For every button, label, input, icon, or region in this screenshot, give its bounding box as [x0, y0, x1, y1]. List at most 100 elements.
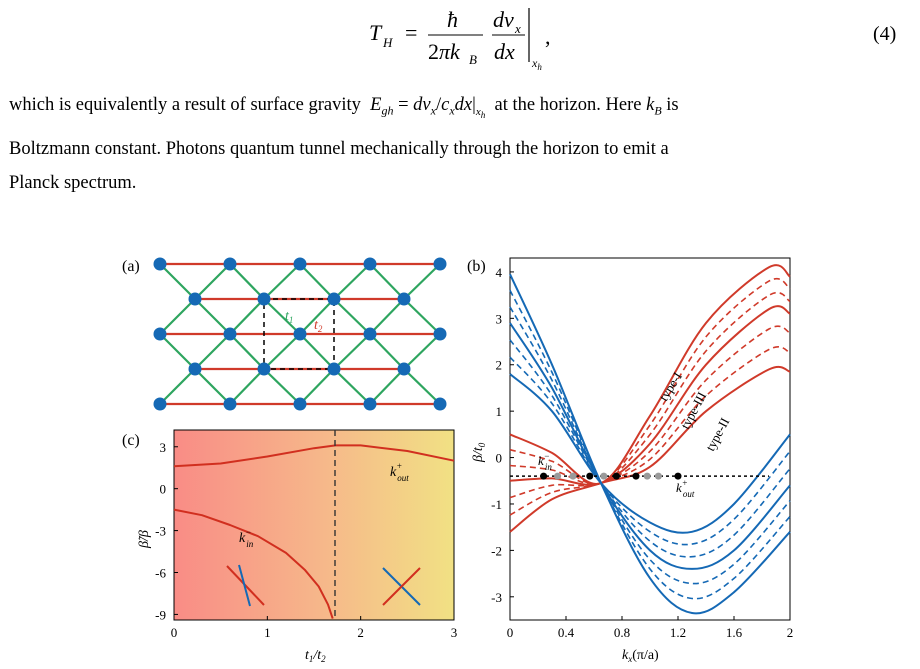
b-xtick-label: 1.6 [726, 625, 743, 640]
crossing-icon-left [226, 564, 265, 607]
panel-b-curves [509, 264, 791, 615]
t1-bond [333, 263, 371, 300]
t1-bond [229, 298, 265, 335]
t1-bond [369, 263, 405, 300]
crossing-icon-right [382, 567, 421, 606]
c-xtick-label: 2 [357, 625, 364, 640]
lattice-site [153, 397, 167, 411]
t1-bond [299, 333, 335, 370]
b-ytick-label: -2 [491, 543, 502, 558]
svg-text:B: B [469, 52, 477, 67]
equation-4: T H = ħ 2πk B dv x dx xh , (4) [0, 0, 920, 80]
b-ytick-label: -3 [491, 590, 502, 605]
c-ytick-label: 0 [160, 482, 167, 497]
t1-bond [159, 263, 196, 300]
svg-text:x: x [514, 21, 521, 36]
para-line1-b: at the horizon. Here [494, 95, 642, 115]
t1-bond [194, 368, 231, 405]
t1-bond [369, 368, 405, 405]
b-dashed-lower [509, 289, 791, 600]
b-grey-marker [654, 472, 662, 480]
lattice-site [293, 397, 307, 411]
b-xlabel: kx(π/a) [622, 648, 659, 664]
panel-a-label: (a) [122, 258, 140, 275]
c-ytick-label: -9 [155, 607, 166, 622]
t1-label: t1 [285, 309, 293, 325]
b-ytick-label: 3 [496, 311, 503, 326]
t1-bond [299, 263, 335, 300]
t1-bonds [159, 263, 441, 405]
para-line2: Boltzmann constant. Photons quantum tunn… [9, 138, 669, 159]
lattice-site [433, 327, 447, 341]
b-xtick-label: 0.4 [558, 625, 575, 640]
b-xtick-label: 2 [787, 625, 794, 640]
b-xtick-label: 1.2 [670, 625, 686, 640]
c-kin-label: k− in [239, 527, 254, 549]
b-solid-upper [509, 264, 791, 485]
b-kout-label: k+ out [676, 478, 695, 499]
panel-c-label: (c) [122, 432, 140, 449]
lattice-site [433, 257, 447, 271]
b-ytick-label: 4 [496, 265, 503, 280]
lattice-site [188, 292, 202, 306]
t1-bond [369, 298, 405, 335]
t1-bond [229, 333, 265, 370]
t1-bond [299, 368, 335, 405]
b-marker [632, 472, 640, 480]
t1-bond [333, 368, 371, 405]
t1-bond [403, 298, 441, 335]
b-xtick-label: 0 [507, 625, 514, 640]
c-ytick-label: -6 [155, 566, 166, 581]
t1-bond [403, 263, 441, 300]
svg-text:=: = [405, 20, 417, 45]
svg-text:,: , [545, 24, 551, 49]
b-marker [540, 472, 548, 480]
svg-text:dv: dv [493, 7, 514, 32]
c-ytick-label: 3 [160, 440, 167, 455]
c-curve-kout [173, 444, 455, 468]
lattice-site [153, 327, 167, 341]
b-ytick-label: 0 [496, 451, 503, 466]
svg-text:H: H [382, 35, 393, 50]
t1-bond [194, 333, 231, 370]
b-grey-marker [554, 472, 562, 480]
svg-text:xh: xh [531, 56, 542, 72]
panel-b-label: (b) [467, 258, 486, 275]
c-ylabel: β̃/β [137, 530, 152, 549]
c-xtick-label: 1 [264, 625, 271, 640]
b-marker [586, 472, 594, 480]
lattice-site [153, 257, 167, 271]
b-solid-lower [509, 373, 791, 534]
b-grey-marker [643, 472, 651, 480]
panel-c-axes: 0 1 2 3 3 0 -3 -6 -9 [155, 440, 457, 640]
equation-svg: T H = ħ 2πk B dv x dx xh , (4) [369, 7, 896, 72]
para-line1-a: which is equivalently a result of surfac… [9, 95, 361, 115]
t1-bond [194, 298, 231, 335]
svg-text:ħ: ħ [447, 7, 458, 32]
lattice-site [327, 362, 341, 376]
t1-bond [159, 333, 196, 370]
lattice-site [293, 327, 307, 341]
t1-bond [403, 333, 441, 370]
b-grey-marker [600, 472, 608, 480]
t1-bond [263, 263, 301, 300]
lattice-site [363, 397, 377, 411]
panel-b-markers [510, 472, 769, 480]
t1-bond [159, 298, 196, 335]
svg-text:T: T [369, 20, 383, 45]
panel-c-plot-area [173, 429, 455, 621]
b-kin-label: k− in [538, 451, 552, 472]
lattice-site [223, 397, 237, 411]
lattice-site [433, 397, 447, 411]
svg-text:dx: dx [494, 39, 515, 64]
body-paragraph: which is equivalently a result of surfac… [9, 88, 909, 200]
lattice-site [293, 257, 307, 271]
b-ytick-label: 1 [496, 404, 503, 419]
equation-number: (4) [873, 23, 896, 45]
b-solid-upper [509, 365, 791, 533]
unit-cell [263, 298, 335, 370]
para-line1-c: is [666, 95, 679, 115]
b-dashed-lower [509, 356, 791, 546]
lattice-site [188, 362, 202, 376]
t1-bond [263, 368, 301, 405]
